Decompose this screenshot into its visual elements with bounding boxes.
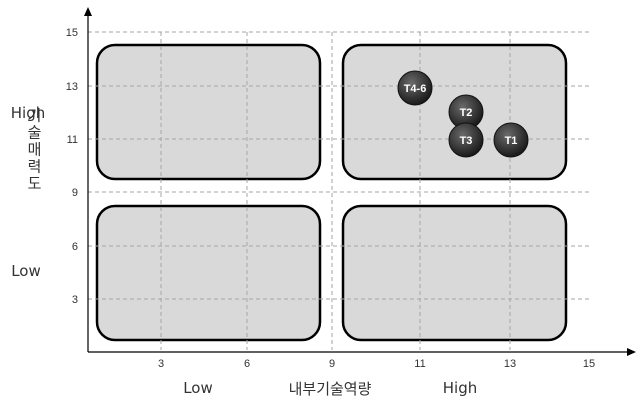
data-point-t3: T3 (448, 122, 484, 158)
point-label: T1 (505, 135, 518, 147)
x-tick-labels: 3 6 9 11 13 15 (158, 358, 595, 370)
quadrant-low-high (95, 43, 322, 181)
y-low-label: Low (11, 262, 41, 280)
y-tick-label: 11 (67, 134, 78, 146)
x-tick-label: 9 (329, 358, 335, 370)
point-marker (397, 70, 433, 106)
point-label: T2 (460, 107, 473, 119)
data-points: T4-6 T2 T3 T1 (397, 70, 529, 158)
y-tick-label: 6 (72, 241, 78, 253)
x-tick-label: 6 (244, 358, 250, 370)
x-tick-label: 15 (583, 358, 595, 370)
x-axis-arrow (627, 348, 636, 356)
x-low-label: Low (183, 379, 213, 397)
x-axis-title: 내부기술역량 (289, 380, 372, 398)
point-marker (448, 122, 484, 158)
y-tick-label: 13 (66, 81, 78, 93)
point-label: T3 (460, 135, 473, 147)
quadrant-low-low (95, 204, 322, 342)
data-point-t1: T1 (493, 122, 529, 158)
y-tick-label: 9 (72, 187, 78, 199)
x-tick-label: 13 (504, 358, 516, 370)
y-high-label: High (11, 104, 45, 122)
x-tick-label: 11 (414, 358, 425, 370)
x-high-label: High (443, 379, 477, 397)
data-point-t4-6: T4-6 (397, 70, 433, 106)
axes (87, 14, 630, 353)
point-marker (493, 122, 529, 158)
y-axis-title: 기술매력도 (25, 108, 43, 193)
y-axis-arrow (84, 7, 92, 16)
y-tick-labels: 15 13 11 9 6 3 (66, 27, 78, 306)
y-tick-label: 3 (72, 294, 78, 306)
y-tick-label: 15 (66, 27, 78, 39)
quadrant-high-low (341, 204, 568, 342)
point-label: T4-6 (404, 83, 427, 95)
x-tick-label: 3 (158, 358, 164, 370)
